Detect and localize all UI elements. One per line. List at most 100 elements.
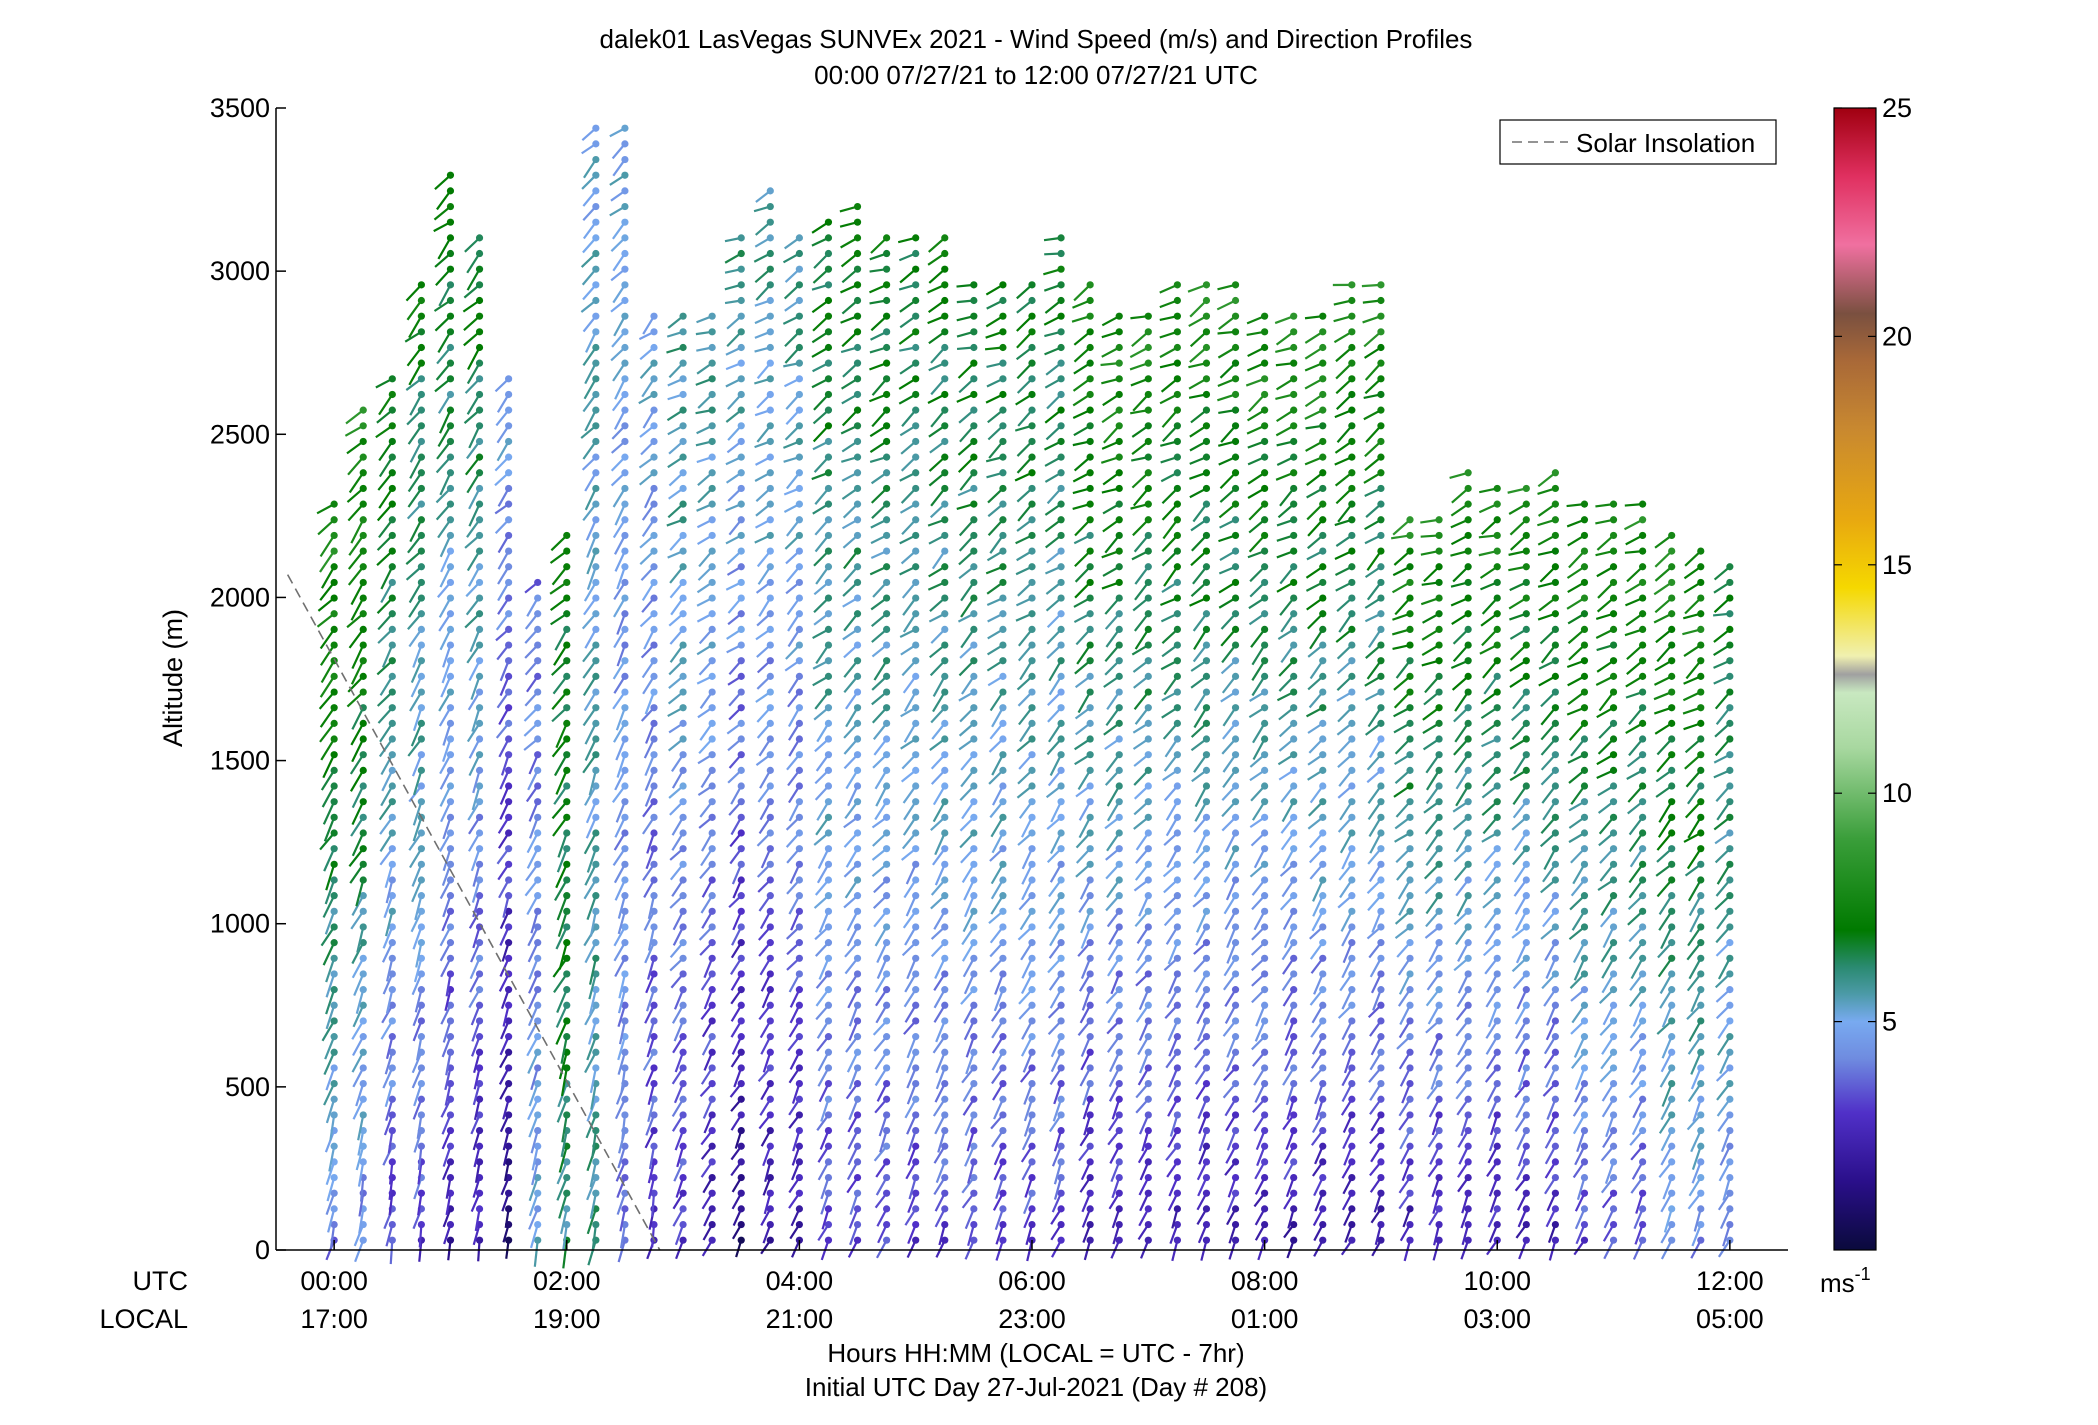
wind-barb-point <box>1319 437 1327 446</box>
wind-barb-shaft <box>673 1020 685 1042</box>
wind-barb-point <box>330 1189 338 1197</box>
wind-barb-shaft <box>1105 628 1121 648</box>
wind-barb-point <box>1406 845 1414 853</box>
wind-barb-point <box>1290 1126 1298 1135</box>
wind-barb-point <box>417 766 425 774</box>
wind-barb-point <box>475 453 484 461</box>
wind-barb-point <box>1290 845 1298 853</box>
wind-barb-point <box>330 719 338 727</box>
wind-barb-shaft <box>350 722 365 746</box>
wind-barb-shaft <box>616 754 626 778</box>
wind-barb-point <box>795 312 803 320</box>
wind-barb-point <box>1319 719 1327 727</box>
wind-barb-point <box>592 234 600 242</box>
wind-barb-point <box>1493 500 1501 508</box>
wind-barb-point <box>1057 437 1065 446</box>
wind-barb-point <box>679 1079 687 1088</box>
wind-barb-point <box>446 907 455 915</box>
wind-barb-point <box>795 296 803 305</box>
wind-barb-shaft <box>531 1146 539 1171</box>
wind-barb-point <box>1057 265 1065 273</box>
wind-barb-point <box>505 625 513 634</box>
wind-barb-point <box>941 907 949 915</box>
wind-barb-point <box>679 1205 687 1213</box>
wind-barb-point <box>650 1048 658 1056</box>
wind-barb-point <box>446 1017 455 1025</box>
wind-barb-shaft <box>1342 942 1353 964</box>
wind-barb-point <box>737 672 745 680</box>
wind-barb-point <box>1231 892 1240 900</box>
wind-barb-point <box>505 1048 513 1056</box>
wind-barb-shaft <box>617 895 626 919</box>
wind-barb-point <box>621 719 629 727</box>
wind-barb-point <box>1202 437 1211 446</box>
wind-barb-point <box>766 234 774 242</box>
wind-barb-point <box>1493 1048 1501 1056</box>
wind-barb-point <box>766 312 774 320</box>
wind-barb-point <box>359 547 367 555</box>
wind-barb-shaft <box>613 315 626 337</box>
wind-barb-point <box>1115 860 1123 868</box>
wind-barb-point <box>1231 923 1240 931</box>
wind-barb-point <box>1173 296 1181 305</box>
wind-barb-point <box>1057 296 1065 305</box>
wind-barb-point <box>737 641 745 649</box>
wind-barb-point <box>1348 296 1356 305</box>
wind-barb-point <box>708 907 716 915</box>
wind-barb-shaft <box>619 1208 627 1232</box>
wind-barb-point <box>359 829 367 837</box>
wind-barb-point <box>621 500 629 508</box>
wind-barb-point <box>1202 1142 1211 1150</box>
wind-barb-point <box>766 531 774 540</box>
wind-barb-point <box>883 249 891 258</box>
wind-barb-point <box>330 829 338 837</box>
wind-barb-shaft <box>615 738 626 761</box>
wind-barb-point <box>388 939 396 947</box>
wind-barb-point <box>1290 939 1298 947</box>
wind-barb-point <box>1173 484 1181 493</box>
wind-barb-point <box>621 845 629 853</box>
wind-barb-point <box>388 422 396 430</box>
wind-barb-shaft <box>934 863 946 886</box>
wind-barb-point <box>1348 1111 1356 1119</box>
wind-barb-shaft <box>1454 722 1470 743</box>
wind-barb-point <box>883 578 891 587</box>
wind-barb-point <box>1086 719 1094 727</box>
wind-barb-point <box>941 876 949 884</box>
wind-barb-point <box>388 735 396 743</box>
wind-barb-point <box>795 845 803 853</box>
wind-barb-point <box>592 1158 600 1166</box>
wind-barb-point <box>446 343 455 352</box>
wind-barb-point <box>1261 1111 1269 1119</box>
wind-barb-point <box>1319 657 1327 665</box>
wind-barb-point <box>883 1095 891 1103</box>
wind-barb-point <box>650 1001 658 1009</box>
wind-barb-shaft <box>1074 519 1091 537</box>
wind-barb-point <box>766 1173 774 1182</box>
wind-barb-point <box>475 751 484 759</box>
wind-barb-point <box>621 735 629 743</box>
wind-barb-point <box>1464 657 1472 665</box>
wind-barb-shaft <box>1189 346 1208 363</box>
wind-barb-point <box>824 249 833 258</box>
wind-barb-point <box>912 1205 920 1213</box>
wind-barb-shaft <box>994 1208 1004 1231</box>
wind-barb-point <box>446 939 455 947</box>
wind-barb-point <box>505 1205 513 1213</box>
wind-barb-point <box>1115 923 1123 931</box>
wind-barb-point <box>1231 625 1240 634</box>
wind-barb-point <box>563 1205 571 1213</box>
wind-barb-shaft <box>962 910 975 933</box>
wind-barb-point <box>621 281 629 289</box>
wind-barb-point <box>592 343 600 352</box>
wind-barb-point <box>824 594 833 602</box>
wind-barb-point <box>330 531 338 540</box>
wind-barb-point <box>970 923 978 931</box>
wind-barb-point <box>563 704 571 712</box>
wind-barb-point <box>1435 1126 1443 1135</box>
wind-barb-point <box>737 422 745 430</box>
wind-barb-point <box>941 375 949 383</box>
wind-barb-point <box>621 469 629 477</box>
wind-barb-point <box>359 735 367 743</box>
wind-barb-shaft <box>1515 942 1528 964</box>
